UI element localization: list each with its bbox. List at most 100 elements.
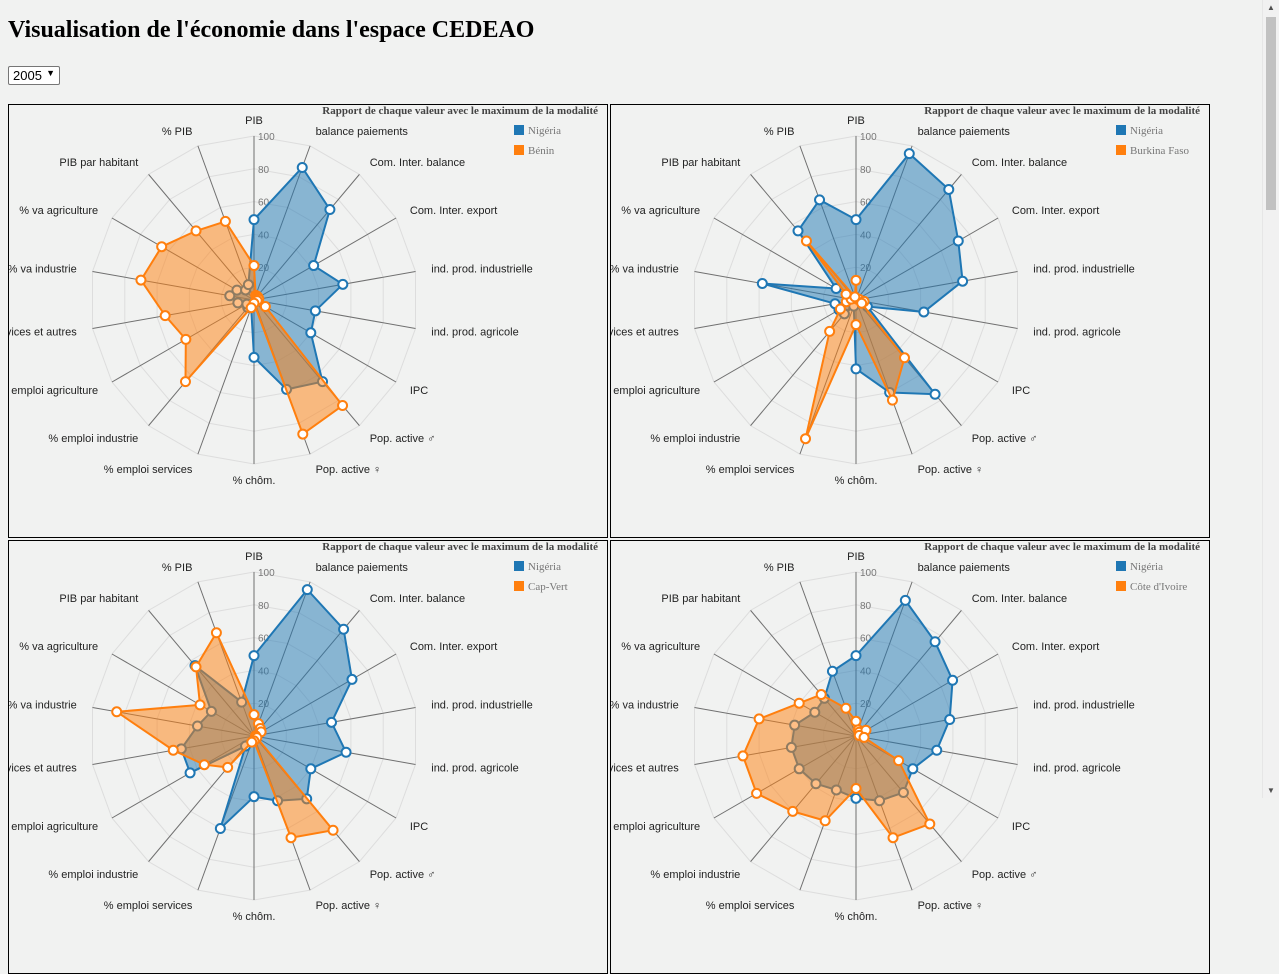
data-point[interactable]	[308, 260, 320, 272]
data-point[interactable]	[248, 650, 260, 662]
vertical-scrollbar[interactable]: ▲ ▼	[1262, 0, 1279, 798]
data-point[interactable]	[787, 805, 799, 817]
data-point[interactable]	[918, 306, 930, 318]
data-point[interactable]	[952, 235, 964, 247]
data-point[interactable]	[957, 275, 969, 287]
data-point[interactable]	[159, 310, 171, 322]
axis-label: Pop. active ♂	[972, 869, 1038, 881]
data-point[interactable]	[792, 225, 804, 237]
legend-item-reference: Nigéria	[1116, 561, 1187, 581]
data-point[interactable]	[850, 782, 862, 794]
data-point[interactable]	[245, 302, 257, 314]
data-point[interactable]	[814, 194, 826, 206]
data-point[interactable]	[893, 755, 905, 767]
data-point[interactable]	[826, 665, 838, 677]
data-point[interactable]	[751, 787, 763, 799]
chart-legend: Nigéria Bénin	[514, 125, 561, 165]
data-point[interactable]	[305, 763, 317, 775]
data-point[interactable]	[259, 301, 271, 313]
data-point[interactable]	[167, 744, 179, 756]
data-point[interactable]	[248, 709, 260, 721]
data-point[interactable]	[248, 214, 260, 226]
data-point[interactable]	[898, 352, 910, 364]
data-point[interactable]	[929, 636, 941, 648]
data-point[interactable]	[222, 761, 234, 773]
data-point[interactable]	[947, 674, 959, 686]
data-point[interactable]	[346, 673, 358, 685]
data-point[interactable]	[337, 400, 349, 412]
data-point[interactable]	[194, 699, 206, 711]
data-point[interactable]	[327, 824, 339, 836]
data-point[interactable]	[190, 225, 202, 237]
data-point[interactable]	[815, 689, 827, 701]
data-point[interactable]	[850, 363, 862, 375]
data-point[interactable]	[338, 623, 350, 635]
data-point[interactable]	[943, 183, 955, 195]
data-point[interactable]	[924, 818, 936, 830]
axis-label: % emploi agriculture	[611, 821, 700, 833]
data-point[interactable]	[340, 746, 352, 758]
data-point[interactable]	[214, 822, 226, 834]
data-point[interactable]	[850, 792, 862, 804]
data-point[interactable]	[850, 650, 862, 662]
data-point[interactable]	[753, 713, 765, 725]
data-point[interactable]	[899, 594, 911, 606]
data-point[interactable]	[849, 291, 861, 303]
data-point[interactable]	[850, 319, 862, 331]
data-point[interactable]	[840, 702, 852, 714]
data-point[interactable]	[111, 706, 123, 718]
data-point[interactable]	[856, 297, 868, 309]
axis-label: balance paiements	[316, 126, 409, 138]
data-point[interactable]	[819, 815, 831, 827]
data-point[interactable]	[337, 278, 349, 290]
data-point[interactable]	[248, 351, 260, 363]
data-point[interactable]	[285, 832, 297, 844]
data-point[interactable]	[326, 716, 338, 728]
data-point[interactable]	[210, 627, 222, 639]
data-point[interactable]	[248, 260, 260, 272]
axis-label: balance paiements	[316, 562, 409, 574]
data-point[interactable]	[931, 744, 943, 756]
data-point[interactable]	[324, 204, 336, 216]
data-point[interactable]	[903, 148, 915, 160]
data-point[interactable]	[756, 277, 768, 289]
data-point[interactable]	[800, 433, 812, 445]
data-point[interactable]	[887, 832, 899, 844]
year-select[interactable]: 2005 ▼	[8, 66, 60, 85]
data-point[interactable]	[793, 697, 805, 709]
data-point[interactable]	[219, 215, 231, 227]
data-point[interactable]	[858, 731, 870, 743]
data-point[interactable]	[184, 767, 196, 779]
axis-label: % emploi industrie	[48, 869, 138, 881]
data-point[interactable]	[246, 736, 258, 748]
data-point[interactable]	[850, 214, 862, 226]
data-point[interactable]	[180, 333, 192, 345]
data-point[interactable]	[850, 715, 862, 727]
scrollbar-thumb[interactable]	[1266, 17, 1276, 210]
data-point[interactable]	[737, 750, 749, 762]
scroll-up-icon[interactable]: ▲	[1267, 3, 1275, 12]
data-point[interactable]	[135, 274, 147, 286]
data-point[interactable]	[824, 325, 836, 337]
data-point[interactable]	[305, 327, 317, 339]
data-point[interactable]	[840, 288, 852, 300]
data-point[interactable]	[156, 241, 168, 253]
data-point[interactable]	[248, 791, 260, 803]
data-point[interactable]	[929, 388, 941, 400]
data-point[interactable]	[800, 235, 812, 247]
data-point[interactable]	[179, 376, 191, 388]
scroll-down-icon[interactable]: ▼	[1267, 786, 1275, 795]
data-point[interactable]	[190, 661, 202, 673]
data-point[interactable]	[301, 584, 313, 596]
data-point[interactable]	[309, 305, 321, 317]
data-point[interactable]	[850, 274, 862, 286]
data-point[interactable]	[944, 713, 956, 725]
axis-label: ind. prod. agricole	[431, 326, 518, 338]
data-point[interactable]	[907, 763, 919, 775]
data-point[interactable]	[886, 394, 898, 406]
data-point[interactable]	[297, 428, 309, 440]
data-point[interactable]	[296, 161, 308, 173]
data-point[interactable]	[198, 759, 210, 771]
data-point[interactable]	[834, 303, 846, 315]
